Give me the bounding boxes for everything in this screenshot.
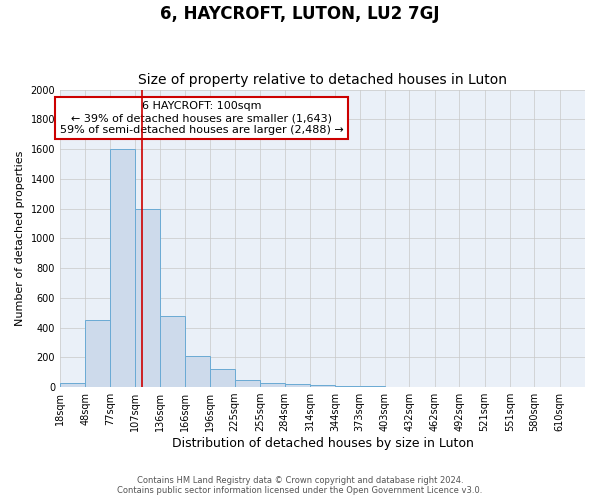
X-axis label: Distribution of detached houses by size in Luton: Distribution of detached houses by size … xyxy=(172,437,473,450)
Bar xyxy=(284,384,310,387)
Bar xyxy=(85,320,110,387)
Bar xyxy=(260,382,284,387)
Text: Contains HM Land Registry data © Crown copyright and database right 2024.
Contai: Contains HM Land Registry data © Crown c… xyxy=(118,476,482,495)
Title: Size of property relative to detached houses in Luton: Size of property relative to detached ho… xyxy=(138,73,507,87)
Bar xyxy=(310,385,335,387)
Bar xyxy=(135,208,160,387)
Text: 6, HAYCROFT, LUTON, LU2 7GJ: 6, HAYCROFT, LUTON, LU2 7GJ xyxy=(160,5,440,23)
Y-axis label: Number of detached properties: Number of detached properties xyxy=(15,150,25,326)
Bar xyxy=(60,382,85,387)
Bar xyxy=(110,149,135,387)
Text: 6 HAYCROFT: 100sqm
← 39% of detached houses are smaller (1,643)
59% of semi-deta: 6 HAYCROFT: 100sqm ← 39% of detached hou… xyxy=(60,102,344,134)
Bar xyxy=(185,356,210,387)
Bar xyxy=(235,380,260,387)
Bar xyxy=(359,386,385,387)
Bar xyxy=(160,316,185,387)
Bar xyxy=(210,369,235,387)
Bar xyxy=(335,386,359,387)
